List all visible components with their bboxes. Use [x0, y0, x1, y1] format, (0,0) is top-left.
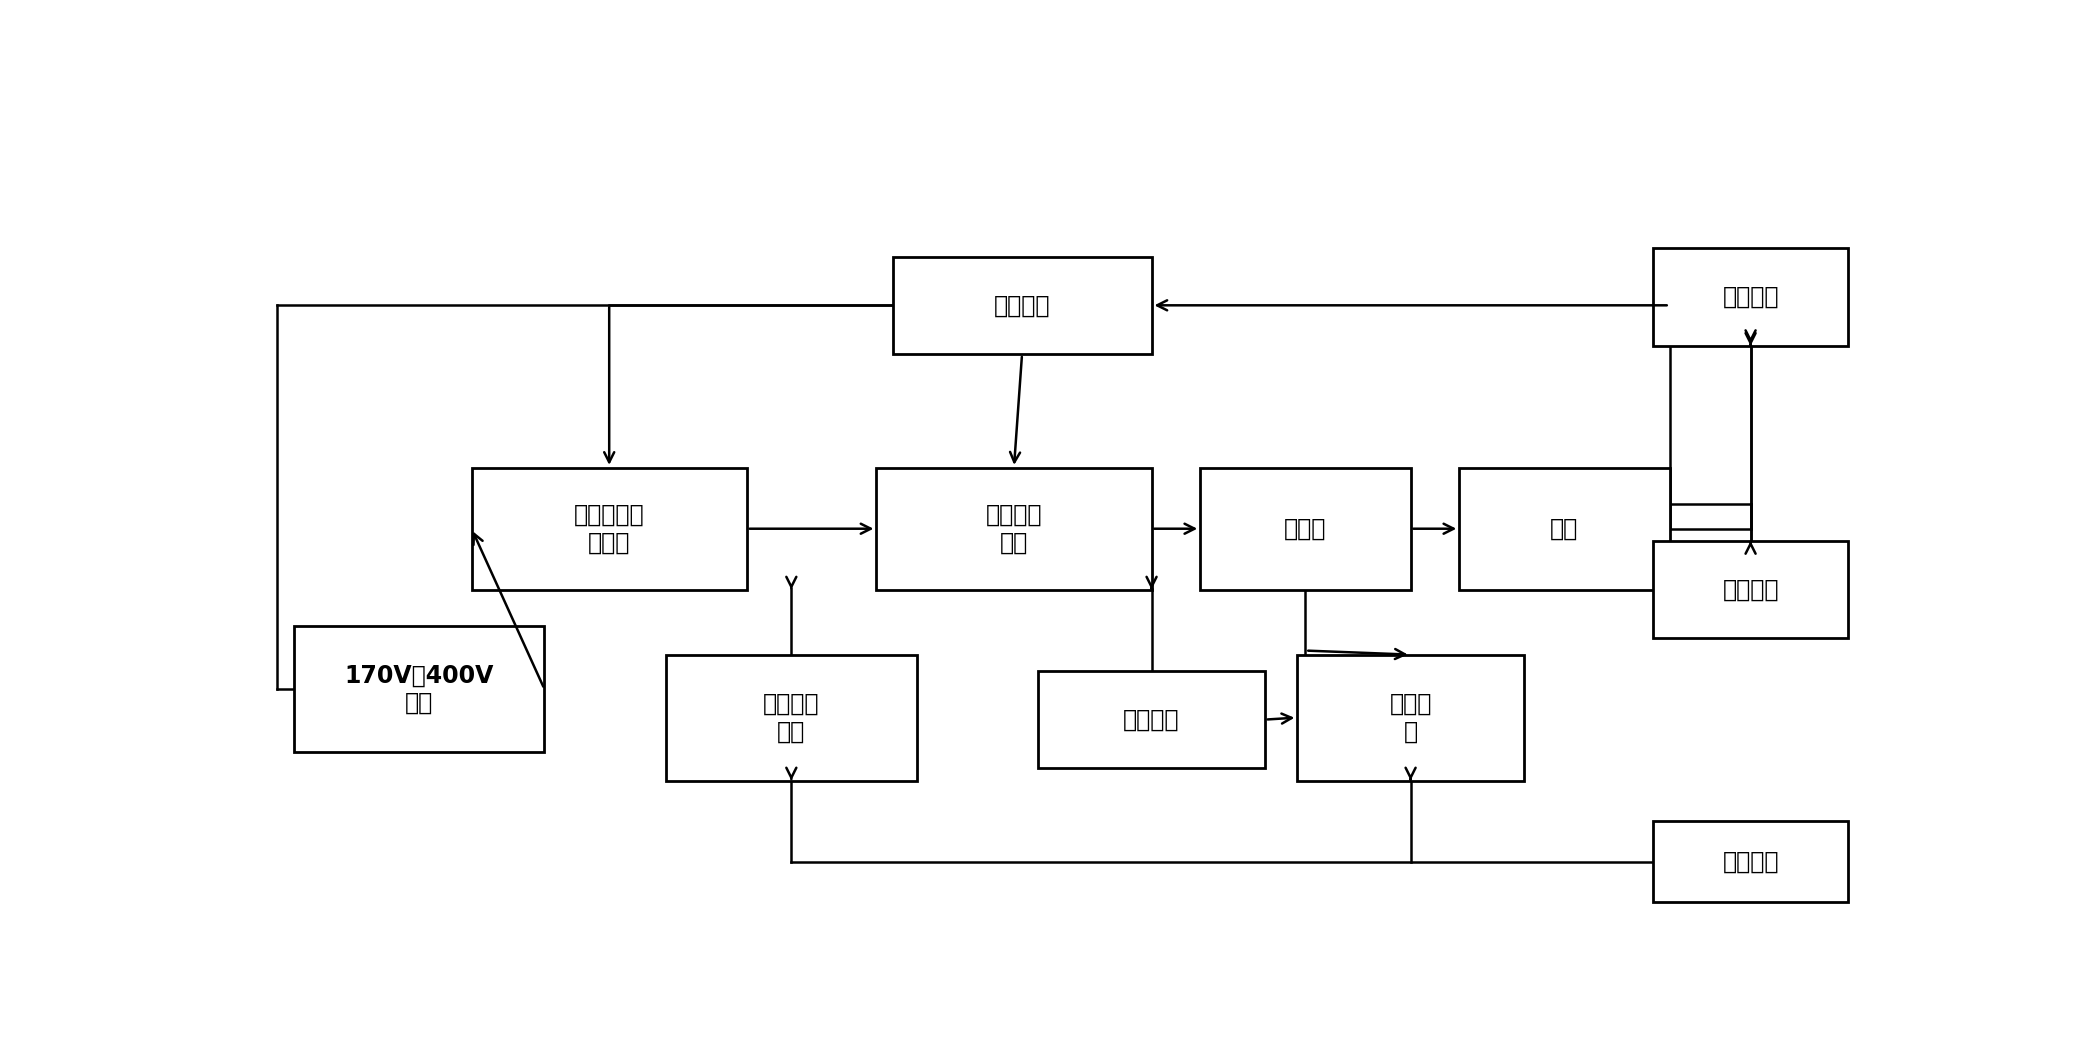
Bar: [1297, 654, 1525, 781]
Text: 检测探头: 检测探头: [1721, 849, 1780, 874]
Bar: [1654, 821, 1849, 902]
Bar: [892, 256, 1151, 354]
Text: 整流器: 整流器: [1285, 517, 1327, 541]
Text: 170V～400V
电源: 170V～400V 电源: [345, 664, 493, 715]
Text: 逆变主控
电路: 逆变主控 电路: [986, 503, 1042, 555]
Bar: [1038, 671, 1266, 768]
Bar: [472, 467, 748, 590]
Text: 保护电路: 保护电路: [994, 293, 1051, 318]
Bar: [1199, 467, 1410, 590]
Text: 消磁线圈: 消磁线圈: [1721, 285, 1780, 309]
Bar: [292, 627, 545, 752]
Text: 可控硅预稳
压电路: 可控硅预稳 压电路: [574, 503, 646, 555]
Bar: [1458, 467, 1669, 590]
Bar: [1654, 541, 1849, 638]
Text: 输出: 输出: [1550, 517, 1579, 541]
Bar: [666, 654, 917, 781]
Text: 消磁线圈: 消磁线圈: [1721, 578, 1780, 601]
Text: 显示面
板: 显示面 板: [1389, 692, 1431, 744]
Bar: [877, 467, 1151, 590]
Text: 磁场检测
模块: 磁场检测 模块: [762, 692, 819, 744]
Text: 手动调节: 手动调节: [1124, 708, 1180, 731]
Bar: [1654, 249, 1849, 346]
